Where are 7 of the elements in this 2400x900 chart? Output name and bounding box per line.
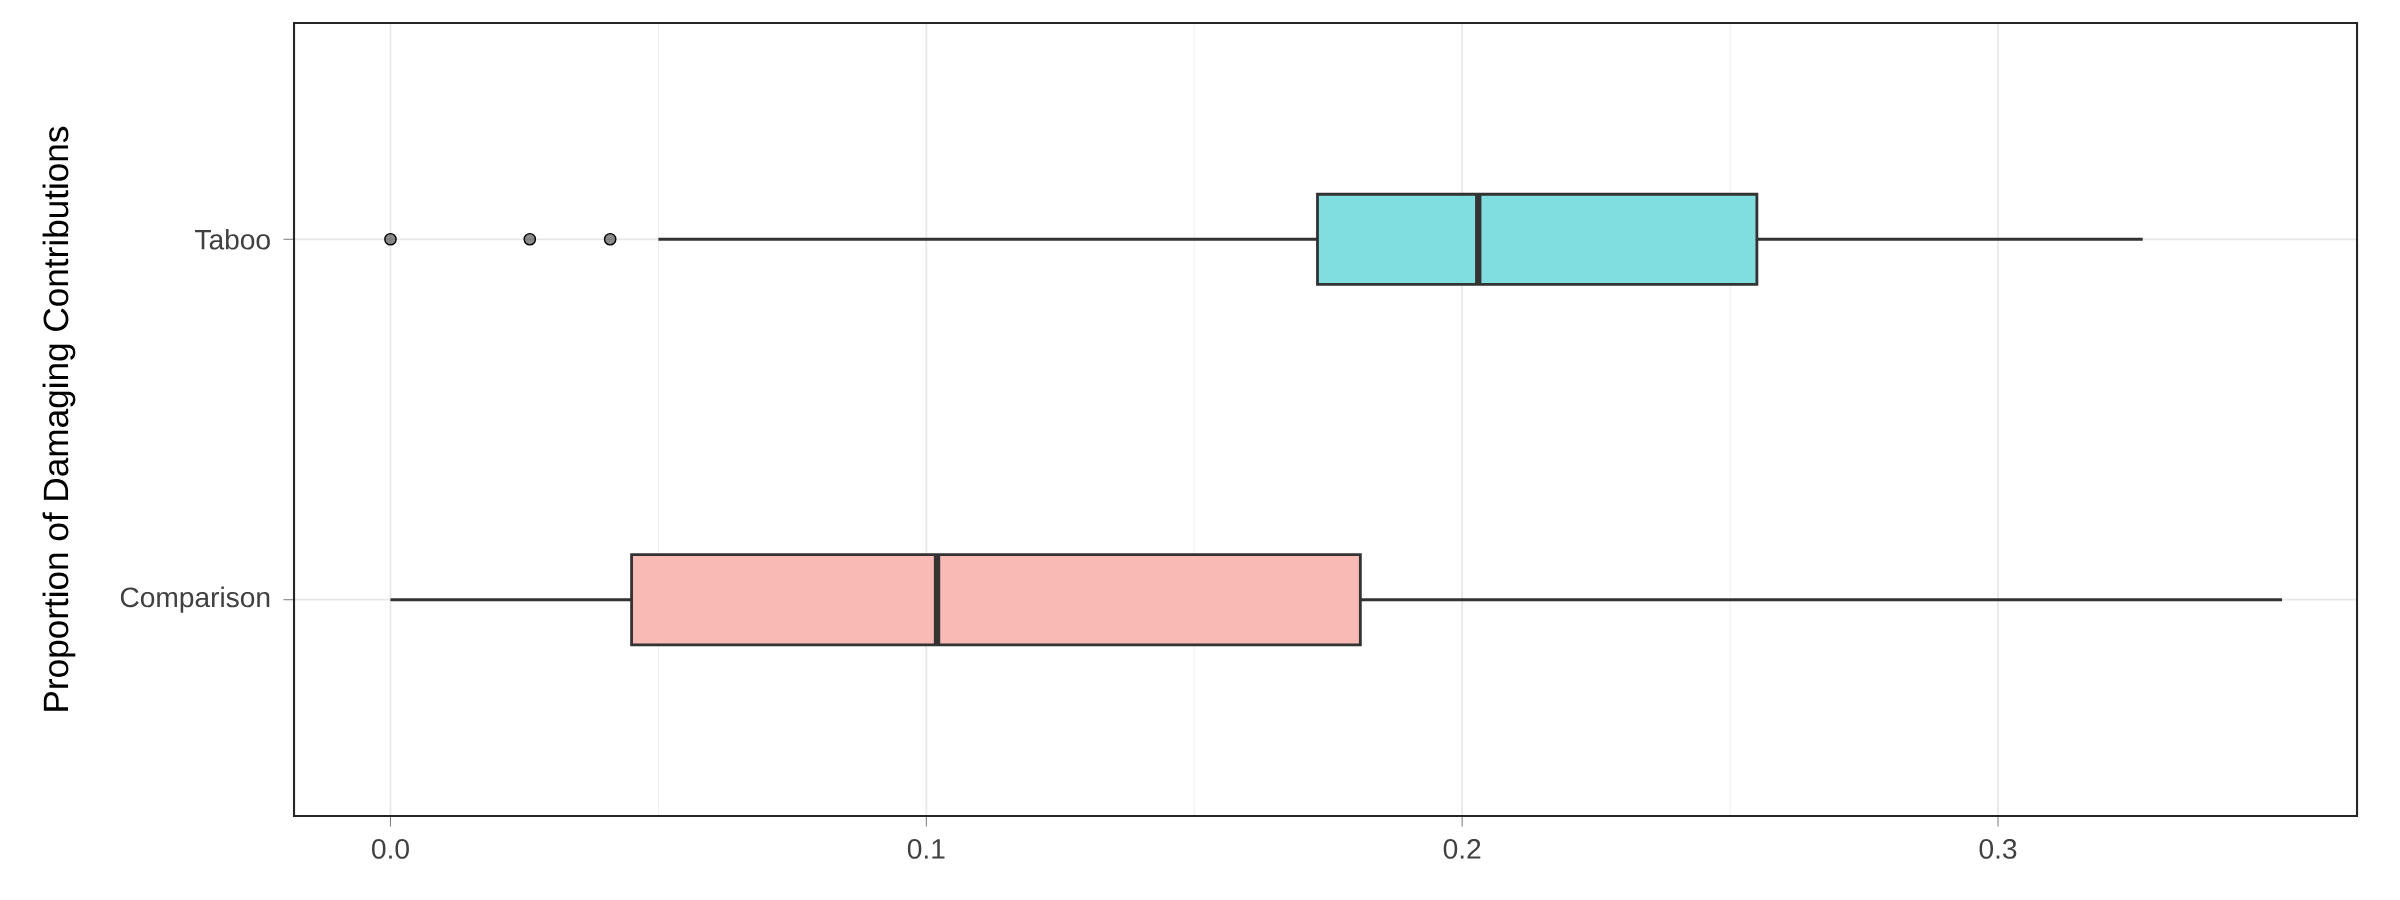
y-tick-label: Taboo [195,228,270,250]
x-tick-label: 0.2 [1443,838,1481,859]
y-axis-title: Proportion of Damaging Contributions [42,126,76,711]
x-tick-label: 0.1 [907,838,945,859]
x-tick-label: 0.3 [1979,838,2017,859]
x-tick-label: 0.0 [372,838,409,859]
y-tick-label: Comparison [120,586,270,613]
